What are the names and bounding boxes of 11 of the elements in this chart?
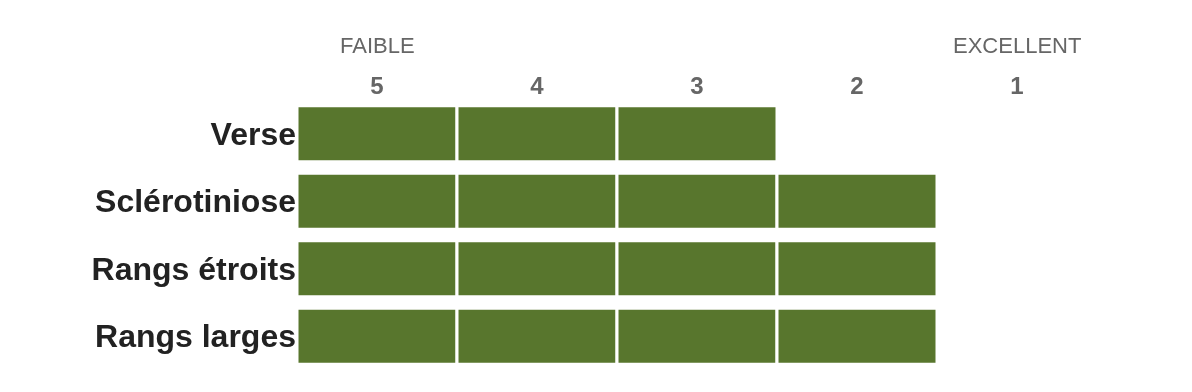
x-tick-label: 1 [1010, 72, 1024, 100]
x-tick-label: 4 [530, 72, 545, 100]
x-tick-label: 5 [370, 72, 384, 100]
x-tick-label: 3 [690, 72, 704, 100]
y-tick-label: Rangs larges [95, 318, 296, 355]
y-tick-label: Verse [210, 115, 296, 152]
y-tick-label: Sclérotiniose [95, 183, 296, 220]
text: EXCELLENT [953, 33, 1082, 58]
y-tick-label: Rangs étroits [91, 250, 296, 287]
x-tick-label: 2 [850, 72, 864, 100]
text: FAIBLE [340, 33, 415, 58]
